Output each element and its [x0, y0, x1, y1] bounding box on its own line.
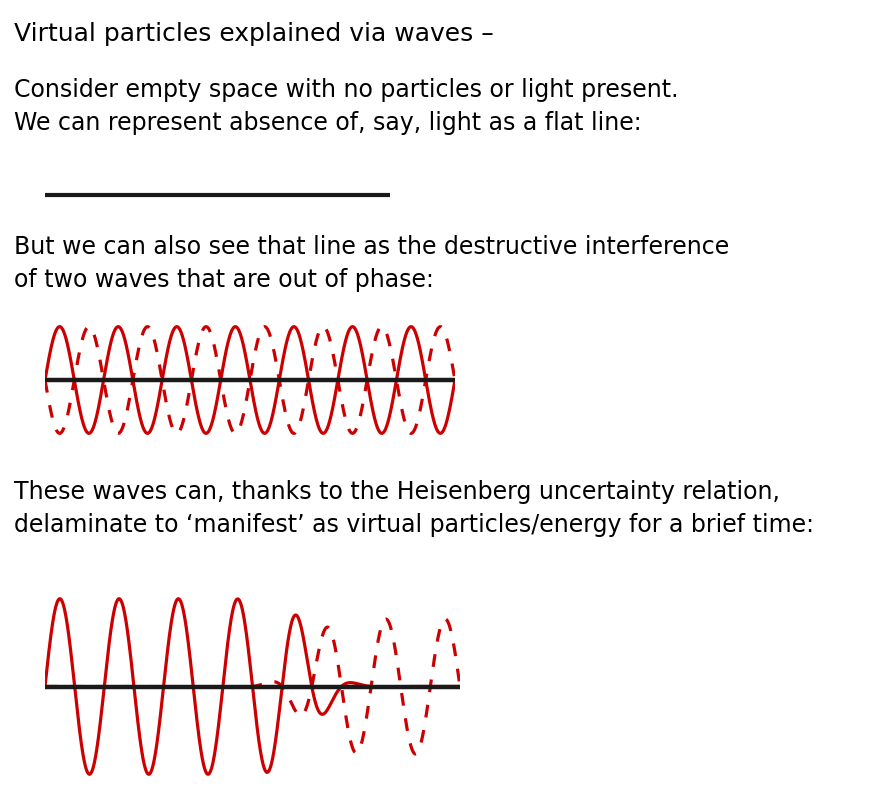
Text: These waves can, thanks to the Heisenberg uncertainty relation,
delaminate to ‘m: These waves can, thanks to the Heisenber… — [14, 480, 814, 537]
Text: But we can also see that line as the destructive interference
of two waves that : But we can also see that line as the des… — [14, 235, 730, 292]
Text: Consider empty space with no particles or light present.
We can represent absenc: Consider empty space with no particles o… — [14, 78, 679, 135]
Text: Virtual particles explained via waves –: Virtual particles explained via waves – — [14, 22, 493, 46]
